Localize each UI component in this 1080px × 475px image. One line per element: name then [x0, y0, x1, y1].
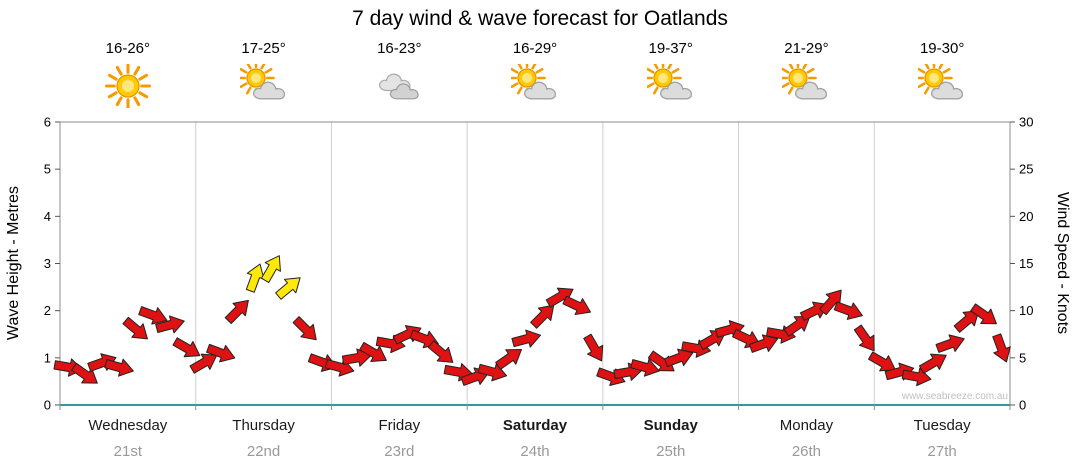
temperature-range: 16-29°	[512, 40, 558, 57]
wind-arrow	[495, 349, 522, 370]
day-date-label: 22nd	[246, 443, 281, 460]
watermark: www.seabreeze.com.au	[901, 391, 1008, 402]
wind-arrow	[630, 358, 660, 377]
wind-arrow	[138, 306, 168, 325]
right-tick-label: 15	[1019, 256, 1033, 271]
wind-arrow	[833, 301, 863, 320]
wind-arrow	[664, 348, 694, 368]
day-name-label: Tuesday	[913, 417, 971, 434]
weather-sun-cloud-icon	[508, 59, 559, 108]
weather-clouds-icon	[375, 64, 423, 108]
left-tick-label: 2	[44, 303, 51, 318]
wind-arrow	[71, 362, 98, 384]
left-tick-label: 1	[44, 350, 51, 365]
temperature-range: 17-25°	[241, 40, 286, 57]
temperature-range: 19-37°	[648, 40, 693, 57]
wind-arrow	[511, 329, 542, 348]
weather-sun-cloud-icon	[643, 59, 695, 108]
day-name-label: Sunday	[643, 417, 698, 434]
wind-arrow	[292, 316, 317, 341]
temperature-range: 19-30°	[919, 40, 965, 57]
day-name-label: Friday	[378, 417, 421, 434]
day-date-label: 24th	[520, 443, 550, 460]
wind-arrow	[427, 340, 454, 363]
wind-arrow	[275, 277, 301, 300]
left-tick-label: 4	[44, 209, 51, 224]
wind-arrow	[868, 351, 896, 372]
left-tick-label: 5	[44, 162, 51, 177]
left-tick-label: 0	[44, 398, 51, 413]
right-tick-label: 5	[1019, 350, 1026, 365]
day-date-label: 21st	[113, 443, 143, 460]
wind-arrow	[122, 316, 148, 340]
page-title: 7 day wind & wave forecast for Oatlands	[352, 7, 728, 30]
wind-arrow	[341, 348, 372, 367]
wind-arrow	[748, 334, 779, 353]
weather-sun-cloud-icon	[915, 59, 966, 108]
day-name-label: Monday	[779, 417, 834, 434]
day-name-label: Thursday	[232, 417, 295, 434]
day-date-label: 26th	[791, 443, 822, 460]
left-tick-label: 3	[44, 256, 51, 271]
right-tick-label: 25	[1019, 162, 1033, 177]
wind-arrow	[530, 304, 555, 329]
day-date-label: 25th	[656, 443, 686, 460]
wind-arrow	[224, 299, 249, 325]
wind-arrow	[245, 263, 265, 293]
right-tick-label: 30	[1019, 115, 1033, 130]
wind-arrow	[819, 289, 842, 316]
wind-arrow	[172, 337, 201, 358]
wind-arrow	[155, 315, 185, 334]
temperature-range: 16-26°	[105, 40, 151, 57]
weather-sun-cloud-icon	[779, 59, 830, 108]
wind-arrow	[206, 343, 236, 363]
wind-arrow	[992, 333, 1011, 363]
day-date-label: 27th	[927, 443, 957, 460]
wind-arrow	[260, 255, 281, 283]
wind-arrow	[853, 324, 875, 352]
right-tick-label: 20	[1019, 209, 1033, 224]
wind-arrow	[935, 334, 965, 353]
wind-arrow	[918, 353, 947, 374]
wind-arrow	[970, 303, 997, 325]
left-tick-label: 6	[44, 115, 51, 130]
right-tick-label: 0	[1019, 398, 1026, 413]
wind-arrow	[189, 353, 218, 374]
temperature-range: 16-23°	[377, 40, 422, 57]
right-tick-label: 10	[1019, 303, 1033, 318]
weather-sun-icon	[104, 63, 152, 109]
weather-sun-cloud-icon	[236, 59, 288, 108]
wind-arrow	[953, 310, 980, 333]
wind-arrow	[783, 315, 811, 337]
wind-arrow	[104, 358, 134, 377]
wind-arrow	[359, 341, 387, 362]
day-name-label: Saturday	[502, 417, 568, 434]
day-date-label: 23rd	[384, 443, 415, 460]
wind-arrow	[562, 295, 592, 316]
temperature-range: 21-29°	[784, 40, 829, 57]
wind-arrow	[583, 333, 604, 362]
day-name-label: Wednesday	[88, 417, 168, 434]
